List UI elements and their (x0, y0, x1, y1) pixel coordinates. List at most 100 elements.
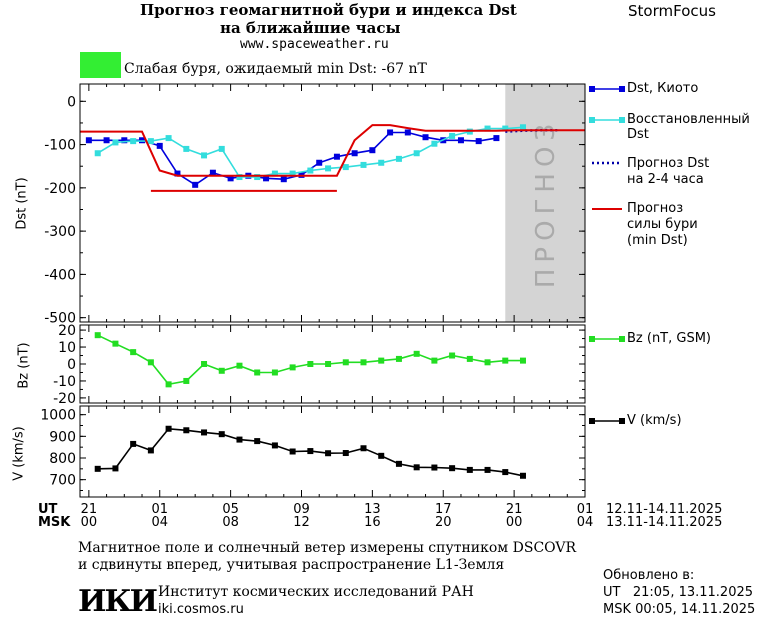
dst-series-1-point (431, 140, 438, 147)
bz-series-0-point (147, 359, 154, 366)
legend-storm-line1: Прогноз (627, 201, 684, 216)
dst-ytick-label: -100 (44, 138, 76, 154)
dst-series-3-line (80, 124, 585, 177)
v-series-0-point (165, 425, 172, 432)
legend-storm-line3: (min Dst) (627, 233, 688, 248)
v-panel-frame (79, 405, 586, 498)
updated-msk: MSK 00:05, 14.11.2025 (603, 602, 756, 617)
ut-tick-label: 01 (576, 502, 594, 517)
legend-bz-mark-marker (589, 336, 595, 342)
dst-series-0-point (103, 137, 110, 144)
dst-series-0-point (174, 170, 181, 177)
msk-tick-label: 04 (576, 515, 594, 530)
legend-bz-mark-marker (619, 336, 625, 342)
brand-name: StormFocus (628, 2, 716, 20)
legend-dst-kyoto-mark-marker (589, 86, 595, 92)
bz-series-0-point (413, 350, 420, 357)
bz-series-0-point (325, 361, 332, 367)
bz-series-0-point (183, 377, 190, 384)
dst-series-0-point (475, 138, 482, 145)
dst-series-1-point (449, 132, 456, 139)
bz-series-0-point (431, 357, 438, 364)
dst-series-0-point (457, 137, 464, 144)
dst-series-0-point (156, 142, 163, 149)
dst-series-1-point (236, 174, 243, 181)
dst-series-1-point (254, 174, 261, 181)
v-series-0-point (342, 450, 349, 457)
dst-series-0-point (263, 175, 270, 182)
dst-series-0-point (85, 137, 92, 144)
v-series-0-point (378, 452, 385, 459)
bz-series-0-point (130, 349, 137, 356)
v-series-0-point (395, 460, 402, 467)
institute-url[interactable]: iki.cosmos.ru (158, 602, 244, 617)
dst-series-1-point (271, 170, 278, 177)
v-series-0-point (325, 450, 332, 457)
v-series-0-point (254, 438, 261, 445)
dst-series-0-point (351, 150, 358, 157)
title-line1: Прогноз геомагнитной бури и индекса Dst (140, 1, 517, 19)
ut-tick-label: 09 (293, 502, 310, 517)
v-series-0-point (413, 464, 420, 471)
dst-series-1-point (147, 138, 154, 145)
bz-series-0-point (519, 357, 526, 364)
site-url[interactable]: www.spaceweather.ru (240, 37, 389, 52)
bz-series-0-point (378, 357, 385, 364)
v-series-0-point (466, 466, 473, 473)
msk-tick-label: 20 (434, 515, 452, 530)
iki-logo: ИКИ (78, 584, 158, 619)
bz-series-0-point (502, 357, 509, 364)
dst-series-1-point (201, 152, 208, 159)
legend-restored-line2: Dst (627, 127, 649, 142)
dst-series-0-point (227, 175, 234, 182)
dst-series-1-point (519, 124, 526, 131)
legend-dst-kyoto-mark-marker (619, 86, 625, 92)
updated-ut: UT 21:05, 13.11.2025 (603, 585, 754, 600)
bz-series-0-point (307, 361, 314, 367)
footer-note-line1: Магнитное поле и солнечный ветер измерен… (78, 540, 577, 556)
bz-series-0-point (254, 369, 261, 376)
v-series-0-point (236, 436, 243, 443)
bz-axis-label: Bz (nT) (16, 342, 32, 389)
v-series-0-point (271, 442, 278, 449)
dst-ytick-label: -400 (44, 267, 76, 283)
ut-tick-label: 21 (80, 502, 98, 517)
legend-restored-mark-marker (589, 117, 595, 123)
dst-series-0-point (369, 147, 376, 154)
bz-series-0-point (360, 359, 367, 366)
dst-series-1-point (395, 155, 402, 162)
legend-restored-line1: Восстановленный (627, 112, 750, 127)
forecast-band-label: ПРОГНОЗ (531, 118, 561, 288)
dst-series-0-point (422, 134, 429, 141)
ut-date-range: 12.11-14.11.2025 (606, 502, 723, 517)
dst-series-0-point (209, 169, 216, 176)
dst-series-0-point (121, 137, 128, 144)
bz-ytick-label: -10 (53, 374, 76, 390)
bz-series-0-point (289, 364, 296, 371)
dst-series-1-point (289, 170, 296, 177)
v-series-0-point (449, 465, 456, 472)
legend-v-mark-marker (589, 418, 595, 424)
updated-label: Обновлено в: (603, 568, 695, 583)
dst-series-1-point (484, 125, 491, 132)
ut-tick-label: 05 (222, 502, 239, 517)
v-axis-label: V (km/s) (11, 426, 27, 481)
legend-restored-mark-marker (619, 117, 625, 123)
storm-status-text: Слабая буря, ожидаемый min Dst: -67 nT (124, 61, 427, 77)
dst-series-0-point (280, 176, 287, 183)
msk-tick-label: 00 (505, 515, 523, 530)
ut-tick-label: 17 (434, 502, 452, 517)
dst-series-1-point (94, 150, 101, 157)
msk-tick-label: 16 (364, 515, 381, 530)
v-series-0-point (484, 466, 491, 473)
v-series-0-point (112, 465, 119, 472)
dst-series-1-point (218, 145, 225, 152)
bz-series-0-point (342, 359, 349, 366)
ut-tick-label: 13 (364, 502, 381, 517)
bz-ytick-label: 10 (58, 340, 76, 356)
dst-series-0-point (316, 159, 323, 166)
forecast-band (505, 84, 585, 322)
dst-series-1-point (165, 135, 172, 142)
bz-series-0-point (236, 362, 243, 369)
bz-series-0-point (271, 369, 278, 376)
